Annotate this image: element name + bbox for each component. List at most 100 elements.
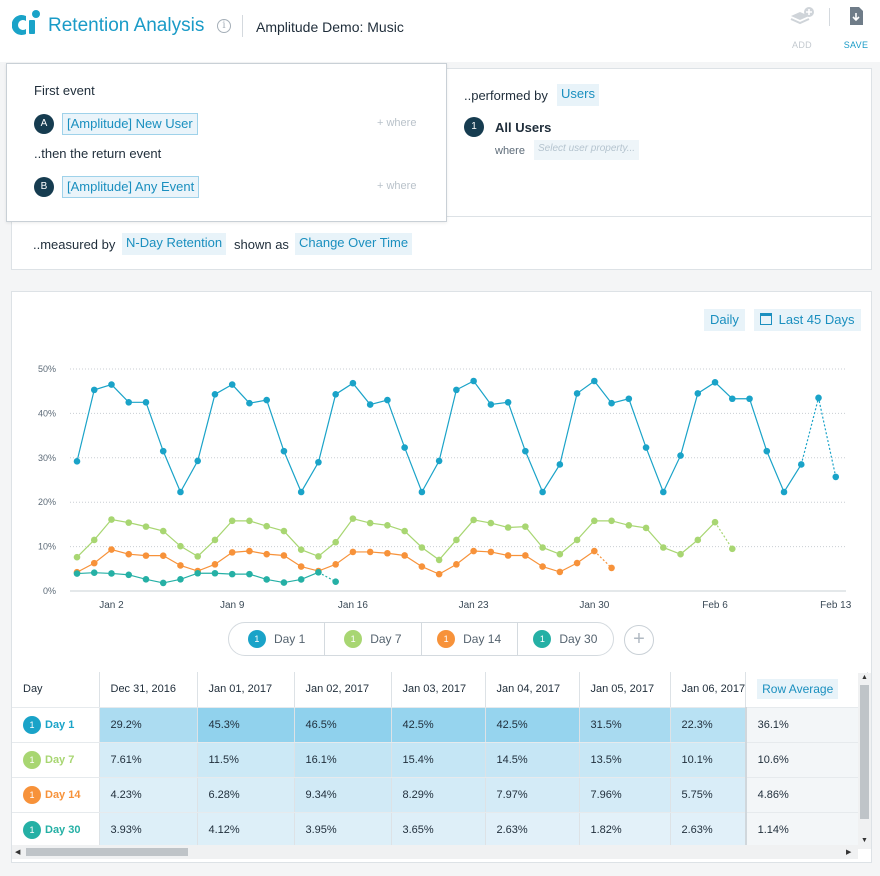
calendar-icon [760, 313, 772, 325]
data-point [418, 544, 426, 551]
row-header: 1 Day 1 [12, 707, 100, 743]
add-button[interactable]: ADD [782, 6, 822, 50]
data-point [125, 519, 133, 526]
legend-item[interactable]: 1 Day 7 [325, 623, 422, 655]
retention-table: Day Dec 31, 2016 Jan 01, 2017 Jan 02, 2017 J… [12, 672, 869, 848]
data-point [211, 536, 219, 544]
data-point [677, 452, 684, 459]
x-tick-label: Jan 23 [459, 600, 489, 611]
table-cell: 3.93% [99, 812, 198, 848]
x-tick-label: Jan 30 [579, 600, 609, 611]
segment-name[interactable]: All Users [495, 120, 552, 135]
table-vertical-scrollbar[interactable]: ▲ ▼ [858, 673, 871, 849]
data-point [591, 377, 598, 385]
data-point [297, 546, 305, 554]
data-point [159, 527, 167, 535]
data-point [194, 553, 202, 560]
row-badge: 1 [23, 785, 41, 804]
data-point [315, 553, 322, 560]
data-point [315, 458, 322, 466]
data-point [280, 527, 288, 535]
scroll-down-icon[interactable]: ▼ [861, 837, 868, 844]
table-cell: 31.5% [579, 707, 671, 743]
scroll-up-icon[interactable]: ▲ [861, 674, 868, 681]
top-bar: Retention Analysis i Amplitude Demo: Mus… [0, 0, 880, 62]
data-point [591, 517, 598, 525]
save-label: SAVE [843, 40, 869, 50]
shown-as-label: shown as [234, 237, 289, 252]
scroll-right-icon[interactable]: ▶ [846, 849, 852, 856]
first-event-selector[interactable]: [Amplitude] New User [62, 113, 198, 135]
legend-item[interactable]: 1 Day 30 [518, 623, 613, 655]
row-badge: 1 [23, 750, 41, 769]
data-point [73, 553, 81, 561]
table-cell: 14.5% [485, 742, 580, 778]
horizontal-scroll-thumb[interactable] [26, 848, 188, 856]
table-cell: 22.3% [670, 707, 747, 743]
row-name: Day 30 [45, 823, 81, 836]
table-horizontal-scrollbar[interactable]: ◀ ▶ [12, 845, 858, 859]
legend-item[interactable]: 1 Day 1 [229, 623, 326, 655]
data-point [366, 548, 374, 556]
data-point [556, 550, 564, 558]
data-point [522, 447, 529, 455]
series-line-projected [593, 550, 612, 569]
row-average-cell: 36.1% [744, 707, 869, 743]
table-cell: 16.1% [294, 742, 392, 778]
data-point [487, 401, 495, 408]
first-event-where-link[interactable]: + where [377, 117, 417, 129]
scroll-left-icon[interactable]: ◀ [15, 849, 21, 856]
date-column-header: Jan 05, 2017 [579, 672, 671, 708]
measured-by-selector[interactable]: N-Day Retention [122, 233, 227, 255]
info-icon[interactable]: i [217, 19, 231, 33]
data-point [522, 552, 529, 559]
date-column-header: Jan 06, 2017 [670, 672, 747, 708]
data-point [194, 457, 202, 465]
add-label: ADD [792, 40, 812, 50]
legend-badge: 1 [533, 630, 552, 648]
data-point [711, 518, 719, 526]
save-button[interactable]: SAVE [836, 6, 876, 50]
table-cell: 2.63% [670, 812, 747, 848]
data-point [108, 546, 115, 553]
table-cell: 7.96% [579, 777, 671, 813]
row-badge: 1 [23, 715, 41, 734]
data-point [797, 461, 805, 468]
add-series-button[interactable]: + [624, 625, 654, 655]
date-column-header: Jan 01, 2017 [197, 672, 295, 708]
interval-selector[interactable]: Daily [704, 309, 745, 331]
data-point [177, 562, 184, 569]
table-cell: 8.29% [391, 777, 486, 813]
project-name[interactable]: Amplitude Demo: Music [256, 19, 404, 35]
data-point [573, 559, 581, 567]
shown-as-selector[interactable]: Change Over Time [295, 233, 413, 255]
data-point [677, 550, 684, 558]
y-tick-label: 0% [43, 586, 56, 596]
row-average-cell: 10.6% [744, 742, 869, 778]
table-cell: 9.34% [294, 777, 392, 813]
user-property-input[interactable]: Select user property... [534, 140, 640, 160]
data-point [504, 552, 512, 559]
table-cell: 3.65% [391, 812, 486, 848]
table-cell: 15.4% [391, 742, 486, 778]
row-average-label[interactable]: Row Average [757, 679, 839, 700]
y-tick-label: 20% [38, 497, 56, 507]
vertical-scroll-thumb[interactable] [860, 685, 869, 819]
return-event-where-link[interactable]: + where [377, 180, 417, 192]
date-column-header: Dec 31, 2016 [99, 672, 198, 708]
data-point [556, 461, 564, 468]
table-cell: 7.97% [485, 777, 580, 813]
series-line-projected [714, 521, 733, 550]
x-tick-label: Feb 6 [702, 600, 728, 611]
return-event-label: ..then the return event [34, 146, 162, 161]
data-point [763, 447, 771, 455]
data-point [504, 399, 512, 406]
return-event-selector[interactable]: [Amplitude] Any Event [62, 176, 200, 198]
performed-by-selector[interactable]: Users [557, 84, 599, 106]
table-cell: 2.63% [485, 812, 580, 848]
date-range-selector[interactable]: Last 45 Days [754, 309, 861, 331]
data-point [625, 521, 633, 529]
data-point [177, 576, 184, 583]
legend-item[interactable]: 1 Day 14 [422, 623, 518, 655]
data-point [263, 522, 270, 530]
